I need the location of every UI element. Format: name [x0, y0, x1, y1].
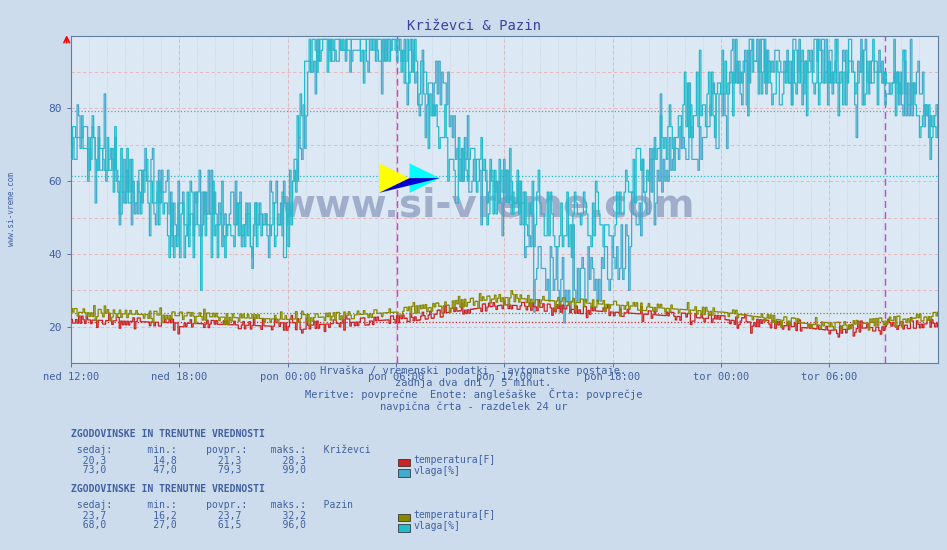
Text: Meritve: povprečne  Enote: anglešaške  Črta: povprečje: Meritve: povprečne Enote: anglešaške Črt… [305, 388, 642, 400]
Text: www.si-vreme.com: www.si-vreme.com [279, 187, 695, 225]
Text: zadnja dva dni / 5 minut.: zadnja dva dni / 5 minut. [396, 378, 551, 388]
Text: Križevci & Pazin: Križevci & Pazin [406, 19, 541, 33]
Text: www.si-vreme.com: www.si-vreme.com [7, 172, 16, 246]
Text: 20,3        14,8       21,3       28,3: 20,3 14,8 21,3 28,3 [71, 455, 306, 466]
Text: 73,0        47,0       79,3       99,0: 73,0 47,0 79,3 99,0 [71, 465, 306, 475]
Polygon shape [379, 178, 439, 193]
Text: ZGODOVINSKE IN TRENUTNE VREDNOSTI: ZGODOVINSKE IN TRENUTNE VREDNOSTI [71, 484, 265, 494]
Text: 23,7        16,2       23,7       32,2: 23,7 16,2 23,7 32,2 [71, 510, 306, 521]
Text: ZGODOVINSKE IN TRENUTNE VREDNOSTI: ZGODOVINSKE IN TRENUTNE VREDNOSTI [71, 429, 265, 439]
Text: sedaj:      min.:     povpr.:    maks.:   Pazin: sedaj: min.: povpr.: maks.: Pazin [71, 499, 353, 510]
Text: navpična črta - razdelek 24 ur: navpična črta - razdelek 24 ur [380, 402, 567, 412]
Text: vlaga[%]: vlaga[%] [414, 466, 461, 476]
Polygon shape [379, 163, 409, 193]
Text: Hrvaška / vremenski podatki - avtomatske postaje.: Hrvaška / vremenski podatki - avtomatske… [320, 366, 627, 376]
Polygon shape [409, 163, 439, 193]
Text: temperatura[F]: temperatura[F] [414, 454, 496, 465]
Text: 68,0        27,0       61,5       96,0: 68,0 27,0 61,5 96,0 [71, 520, 306, 530]
Text: temperatura[F]: temperatura[F] [414, 509, 496, 520]
Text: vlaga[%]: vlaga[%] [414, 521, 461, 531]
Text: sedaj:      min.:     povpr.:    maks.:   Križevci: sedaj: min.: povpr.: maks.: Križevci [71, 444, 370, 455]
